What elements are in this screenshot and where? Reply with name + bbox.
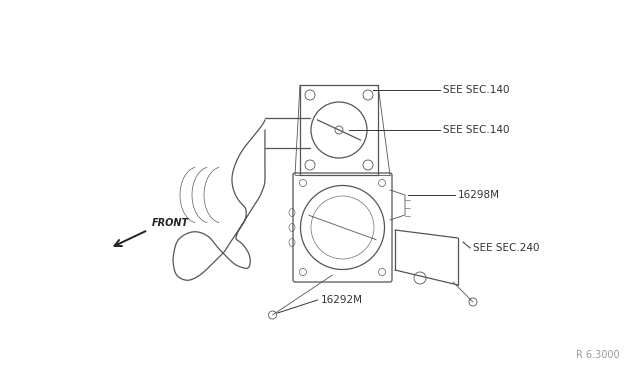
Text: SEE SEC.140: SEE SEC.140 bbox=[443, 125, 509, 135]
Text: FRONT: FRONT bbox=[152, 218, 189, 228]
Text: SEE SEC.140: SEE SEC.140 bbox=[443, 85, 509, 95]
Text: SEE SEC.240: SEE SEC.240 bbox=[473, 243, 540, 253]
Text: R 6.3000: R 6.3000 bbox=[577, 350, 620, 360]
Text: 16298M: 16298M bbox=[458, 190, 500, 200]
Text: 16292M: 16292M bbox=[321, 295, 362, 305]
Bar bbox=[300, 85, 378, 175]
